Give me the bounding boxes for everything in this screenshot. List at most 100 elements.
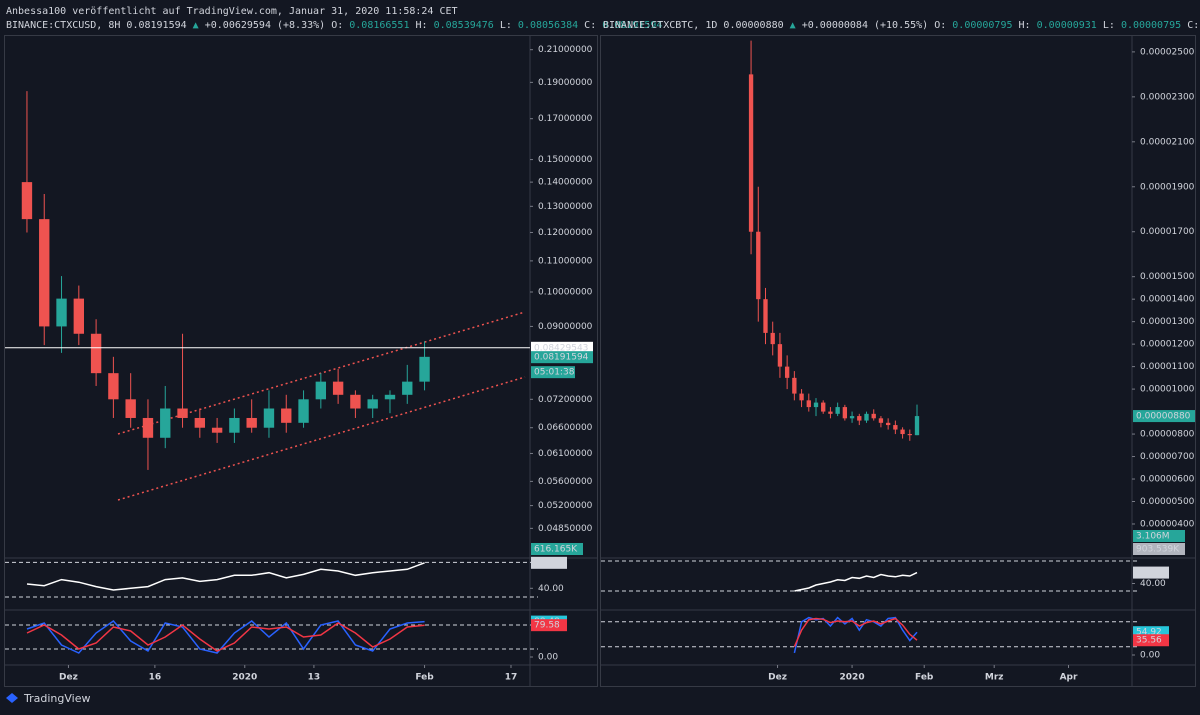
legend-item: H: xyxy=(1019,20,1031,31)
y-tick-label: 0.00002100 xyxy=(1140,137,1195,147)
legend-item: 0.08191594 xyxy=(602,20,662,31)
legend-item: +0.00000084 (+10.55%) xyxy=(802,20,928,31)
candle-body xyxy=(108,373,119,400)
indicator-line xyxy=(793,617,918,647)
candle-body xyxy=(907,434,912,436)
candle-body xyxy=(350,394,361,409)
candle-body xyxy=(857,416,862,421)
legend-item: ▲ xyxy=(193,20,199,31)
x-tick-label: 2020 xyxy=(840,673,865,683)
price-label: 0.00000880 xyxy=(1136,412,1191,422)
legend-item: 0.00000931 xyxy=(1037,20,1097,31)
indicator-label-box xyxy=(531,619,567,632)
x-tick-label: 17 xyxy=(505,673,518,683)
legend-item: C: xyxy=(1187,20,1199,31)
volume-label-box xyxy=(1133,530,1185,542)
header-title: Anbessa100 veröffentlicht auf TradingVie… xyxy=(6,6,458,17)
candle-body xyxy=(125,399,136,418)
legend-item: 0.08539476 xyxy=(434,20,494,31)
candle-body xyxy=(914,416,920,436)
candle-body xyxy=(39,219,50,327)
legend-item: L: xyxy=(1103,20,1115,31)
price-label-box xyxy=(531,341,593,354)
indicator-line xyxy=(26,619,425,654)
y-tick-label: 40.00 xyxy=(538,584,564,594)
y-tick-label: 0.00000400 xyxy=(1140,519,1195,529)
y-tick-label: 40.00 xyxy=(1140,579,1166,589)
volume-label: 3.106M xyxy=(1136,532,1170,542)
y-tick-label: 0.05200000 xyxy=(538,501,593,511)
x-tick-label: 2020 xyxy=(232,673,257,683)
volume-label-box xyxy=(1133,543,1185,555)
candle-body xyxy=(211,427,223,433)
candle-body xyxy=(194,417,206,428)
y-tick-label: 0.00001400 xyxy=(1140,295,1195,305)
candle-body xyxy=(864,413,869,421)
right-frame xyxy=(600,35,1196,687)
y-tick-label: 0.00001300 xyxy=(1140,317,1195,327)
y-tick-label: 0.13000000 xyxy=(538,202,593,212)
candle-body xyxy=(806,400,811,408)
footer-brand: TradingView xyxy=(23,692,90,705)
x-tick-label: Apr xyxy=(1060,673,1078,683)
candle-body xyxy=(177,408,188,418)
indicator-label: 54.92 xyxy=(1136,628,1162,638)
candle-body xyxy=(246,417,257,428)
indicator-line xyxy=(794,571,918,592)
candle-body xyxy=(828,411,833,414)
logo-icon xyxy=(6,693,18,703)
y-tick-label: 0.12000000 xyxy=(538,228,593,238)
y-tick-label: 0.05600000 xyxy=(538,477,593,487)
candle-body xyxy=(367,399,378,409)
y-tick-label: 0.19000000 xyxy=(538,78,593,88)
y-tick-label: 0.00000500 xyxy=(1140,497,1195,507)
y-tick-label: 0.06600000 xyxy=(538,423,593,433)
candle-body xyxy=(821,402,826,412)
price-label: 0.08429543 xyxy=(534,343,588,353)
volume-label: 616.165K xyxy=(534,545,578,555)
y-tick-label: 0.04850000 xyxy=(538,524,593,534)
y-tick-label: 0.00000800 xyxy=(1140,430,1195,440)
candle-body xyxy=(332,381,344,395)
candle-body xyxy=(777,344,783,367)
y-tick-label: 0.10000000 xyxy=(538,288,593,298)
legend-item: C: xyxy=(584,20,596,31)
candle-body xyxy=(160,408,171,438)
y-tick-label: 0.00 xyxy=(1140,651,1160,661)
candle-body xyxy=(893,425,898,430)
candle-body xyxy=(384,394,396,400)
countdown-box xyxy=(531,366,575,379)
candle-body xyxy=(315,381,327,400)
candle-body xyxy=(90,333,102,374)
legend-item: H: xyxy=(416,20,428,31)
indicator-label: 35.56 xyxy=(1136,636,1162,646)
candle-body xyxy=(748,74,754,232)
x-tick-label: 13 xyxy=(308,673,321,683)
y-tick-label: 0.17000000 xyxy=(538,114,593,124)
candle-body xyxy=(263,408,275,428)
candle-body xyxy=(900,429,905,435)
legend-item: 0.08166551 xyxy=(349,20,409,31)
candle-body xyxy=(799,393,804,401)
x-tick-label: Dez xyxy=(768,673,787,683)
volume-label: 903.539K xyxy=(1136,545,1180,555)
legend-item: 0.08056384 xyxy=(518,20,578,31)
y-tick-label: 0.14000000 xyxy=(538,178,593,188)
y-tick-label: 0.00001700 xyxy=(1140,227,1195,237)
candle-body xyxy=(56,298,67,327)
legend-item: BINANCE:CTXCBTC, 1D xyxy=(603,20,717,31)
legend-item: 0.00000795 xyxy=(1121,20,1181,31)
legend-item: 0.00000880 xyxy=(723,20,783,31)
x-tick-label: Feb xyxy=(915,673,934,683)
candle-body xyxy=(298,399,309,423)
candle-body xyxy=(142,417,154,438)
legend-item: O: xyxy=(934,20,946,31)
candle-body xyxy=(871,413,876,419)
candle-body xyxy=(842,407,848,419)
candle-body xyxy=(763,299,768,333)
footer-logo: TradingView xyxy=(6,692,90,705)
y-tick-label: 0.09000000 xyxy=(538,322,593,332)
y-tick-label: 0.15000000 xyxy=(538,155,593,165)
indicator-label: 54.56 xyxy=(1136,568,1162,578)
y-tick-label: 0.00 xyxy=(538,653,558,663)
